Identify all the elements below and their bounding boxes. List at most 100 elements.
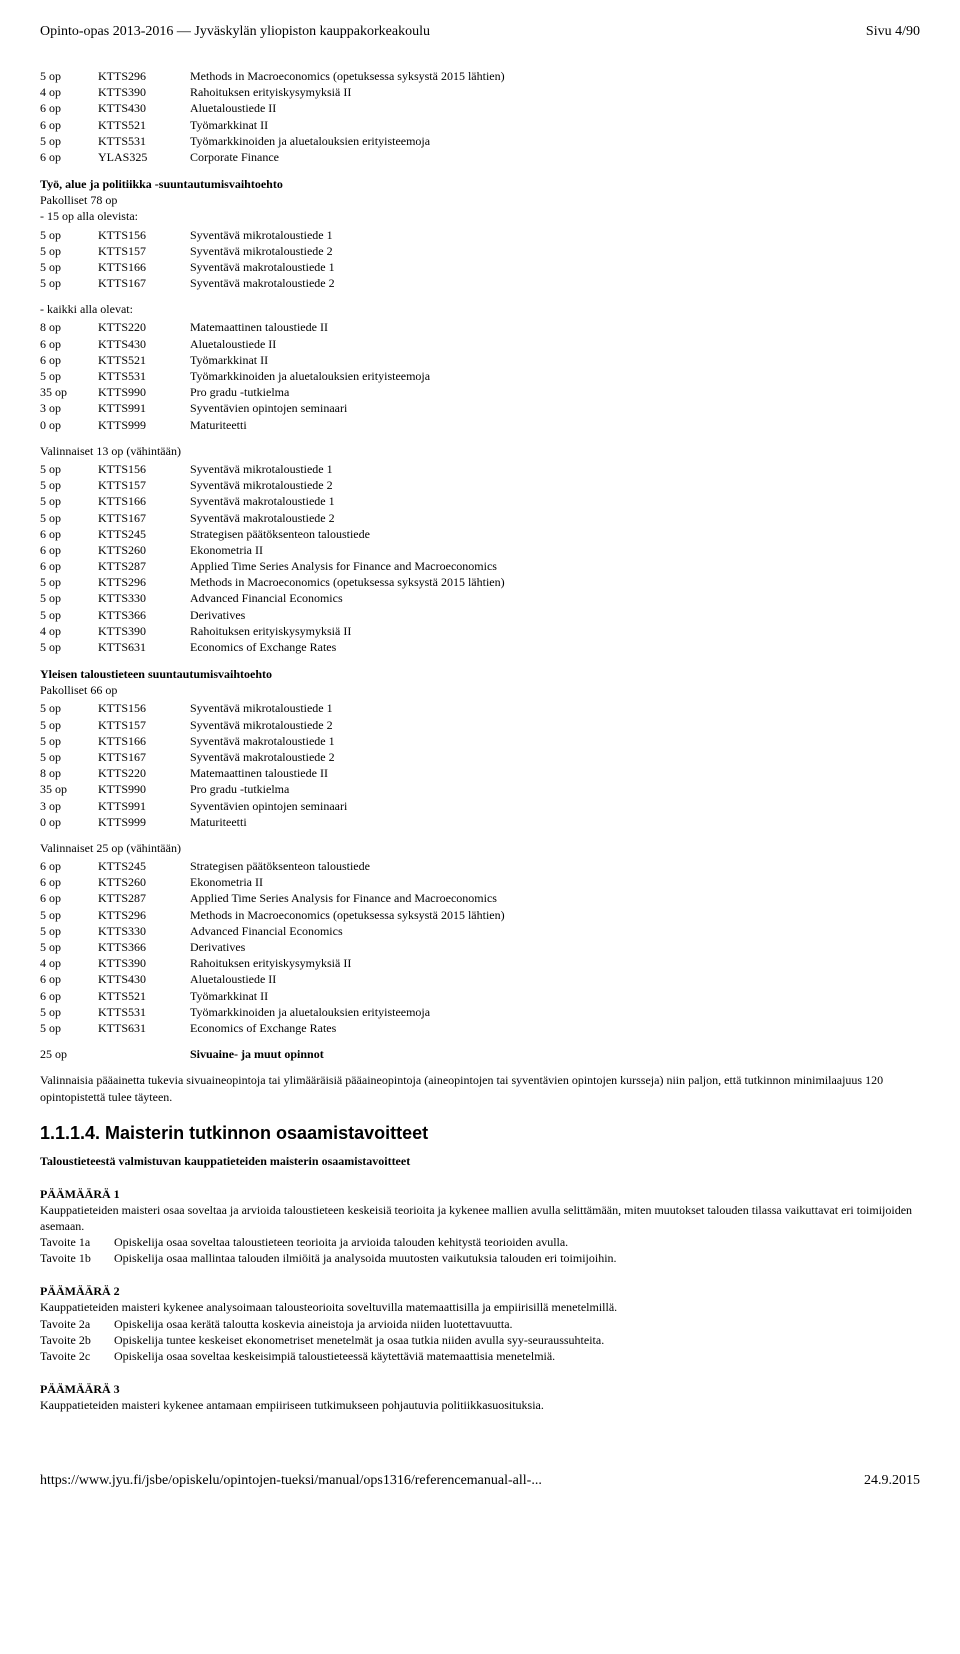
course-title: Advanced Financial Economics (190, 590, 505, 606)
goal-label: Tavoite 1b (40, 1250, 114, 1266)
table-row: 6 opKTTS287Applied Time Series Analysis … (40, 890, 505, 906)
course-op: 5 op (40, 275, 98, 291)
table-row: 3 opKTTS991Syventävien opintojen seminaa… (40, 400, 430, 416)
goal-intro: Kauppatieteiden maisteri kykenee antamaa… (40, 1397, 920, 1413)
course-op: 0 op (40, 814, 98, 830)
heading-1114: 1.1.1.4. Maisterin tutkinnon osaamistavo… (40, 1123, 920, 1144)
course-code: KTTS999 (98, 417, 190, 433)
course-op: 6 op (40, 149, 98, 165)
table-row: 6 opKTTS260Ekonometria II (40, 874, 505, 890)
table-row: 5 opKTTS531Työmarkkinoiden ja aluetalouk… (40, 133, 505, 149)
course-op: 5 op (40, 1004, 98, 1020)
course-title: Syventävä mikrotaloustiede 2 (190, 243, 335, 259)
course-code: KTTS167 (98, 749, 190, 765)
table-row: 8 opKTTS220Matemaattinen taloustiede II (40, 319, 430, 335)
course-code: KTTS296 (98, 907, 190, 923)
table-row: 5 opKTTS296Methods in Macroeconomics (op… (40, 574, 505, 590)
table-row: 5 opKTTS167Syventävä makrotaloustiede 2 (40, 749, 347, 765)
table-row: 5 opKTTS167Syventävä makrotaloustiede 2 (40, 510, 505, 526)
course-title: Syventävien opintojen seminaari (190, 798, 347, 814)
goal-label: Tavoite 1a (40, 1234, 114, 1250)
goal-intro: Kauppatieteiden maisteri osaa soveltaa j… (40, 1202, 920, 1234)
course-code: KTTS521 (98, 988, 190, 1004)
course-op: 5 op (40, 477, 98, 493)
course-code: KTTS220 (98, 765, 190, 781)
course-title: Syventävä makrotaloustiede 1 (190, 259, 335, 275)
goal-text: Opiskelija osaa soveltaa taloustieteen t… (114, 1234, 625, 1250)
course-title: Syventävä makrotaloustiede 1 (190, 493, 505, 509)
course-op: 5 op (40, 939, 98, 955)
table-row: 6 opYLAS325Corporate Finance (40, 149, 505, 165)
goal-block: PÄÄMÄÄRÄ 1Kauppatieteiden maisteri osaa … (40, 1187, 920, 1267)
course-op: 6 op (40, 558, 98, 574)
course-code: KTTS631 (98, 1020, 190, 1036)
header-left: Opinto-opas 2013-2016 — Jyväskylän yliop… (40, 24, 430, 40)
course-title: Aluetaloustiede II (190, 971, 505, 987)
table-row: 5 opKTTS166Syventävä makrotaloustiede 1 (40, 259, 335, 275)
course-op: 3 op (40, 798, 98, 814)
goal-label: Tavoite 2a (40, 1316, 114, 1332)
course-code: KTTS991 (98, 798, 190, 814)
course-code: KTTS296 (98, 574, 190, 590)
table-row: 5 opKTTS330Advanced Financial Economics (40, 923, 505, 939)
course-code: KTTS287 (98, 558, 190, 574)
table-row: 5 opKTTS166Syventävä makrotaloustiede 1 (40, 493, 505, 509)
course-op: 5 op (40, 510, 98, 526)
sec2-line1: Pakolliset 78 op (40, 192, 920, 208)
course-op: 6 op (40, 874, 98, 890)
course-code: KTTS991 (98, 400, 190, 416)
course-op: 5 op (40, 574, 98, 590)
sub-bold: Taloustieteestä valmistuvan kauppatietei… (40, 1154, 920, 1169)
table-row: 5 opKTTS166Syventävä makrotaloustiede 1 (40, 733, 347, 749)
course-code: KTTS330 (98, 923, 190, 939)
course-block-1: 5 opKTTS296Methods in Macroeconomics (op… (40, 68, 505, 165)
course-title: Derivatives (190, 939, 505, 955)
course-op: 5 op (40, 133, 98, 149)
goal-text: Opiskelija osaa soveltaa keskeisimpiä ta… (114, 1348, 612, 1364)
table-row: Tavoite 2bOpiskelija tuntee keskeiset ek… (40, 1332, 612, 1348)
table-row: 5 opKTTS296Methods in Macroeconomics (op… (40, 907, 505, 923)
course-title: Aluetaloustiede II (190, 336, 430, 352)
sec2-opt-title: Valinnaiset 13 op (vähintään) (40, 443, 920, 459)
course-title: Maturiteetti (190, 417, 430, 433)
course-code: KTTS157 (98, 243, 190, 259)
course-title: Maturiteetti (190, 814, 347, 830)
table-row: 5 opKTTS531Työmarkkinoiden ja aluetalouk… (40, 1004, 505, 1020)
course-title: Syventävien opintojen seminaari (190, 400, 430, 416)
course-op: 5 op (40, 68, 98, 84)
table-row: 6 opKTTS245Strategisen päätöksenteon tal… (40, 858, 505, 874)
course-op: 6 op (40, 117, 98, 133)
table-row: Tavoite 1aOpiskelija osaa soveltaa talou… (40, 1234, 625, 1250)
goal-title: PÄÄMÄÄRÄ 1 (40, 1187, 920, 1202)
table-row: 6 opKTTS430Aluetaloustiede II (40, 336, 430, 352)
course-code: KTTS245 (98, 858, 190, 874)
table-row: 8 opKTTS220Matemaattinen taloustiede II (40, 765, 347, 781)
course-title: Strategisen päätöksenteon taloustiede (190, 526, 505, 542)
course-title: Työmarkkinat II (190, 117, 505, 133)
course-op: 6 op (40, 988, 98, 1004)
goal-block: PÄÄMÄÄRÄ 3Kauppatieteiden maisteri kyken… (40, 1382, 920, 1413)
course-code: KTTS167 (98, 275, 190, 291)
course-op: 6 op (40, 336, 98, 352)
course-code: KTTS990 (98, 384, 190, 400)
goal-title: PÄÄMÄÄRÄ 3 (40, 1382, 920, 1397)
course-op: 6 op (40, 542, 98, 558)
course-title: Syventävä mikrotaloustiede 1 (190, 700, 347, 716)
course-code: KTTS245 (98, 526, 190, 542)
course-title: Ekonometria II (190, 542, 505, 558)
page-footer: https://www.jyu.fi/jsbe/opiskelu/opintoj… (40, 1473, 920, 1489)
course-op: 6 op (40, 352, 98, 368)
course-code: KTTS999 (98, 814, 190, 830)
course-title: Pro gradu -tutkielma (190, 384, 430, 400)
sec3-opt-title: Valinnaiset 25 op (vähintään) (40, 840, 920, 856)
sivuaine-row: 25 op Sivuaine- ja muut opinnot (40, 1046, 324, 1062)
course-code: KTTS157 (98, 717, 190, 733)
course-op: 6 op (40, 858, 98, 874)
course-code: KTTS157 (98, 477, 190, 493)
course-op: 5 op (40, 590, 98, 606)
course-op: 5 op (40, 259, 98, 275)
course-code: KTTS156 (98, 461, 190, 477)
goal-text: Opiskelija osaa kerätä taloutta koskevia… (114, 1316, 612, 1332)
course-title: Ekonometria II (190, 874, 505, 890)
table-row: 25 op Sivuaine- ja muut opinnot (40, 1046, 324, 1062)
